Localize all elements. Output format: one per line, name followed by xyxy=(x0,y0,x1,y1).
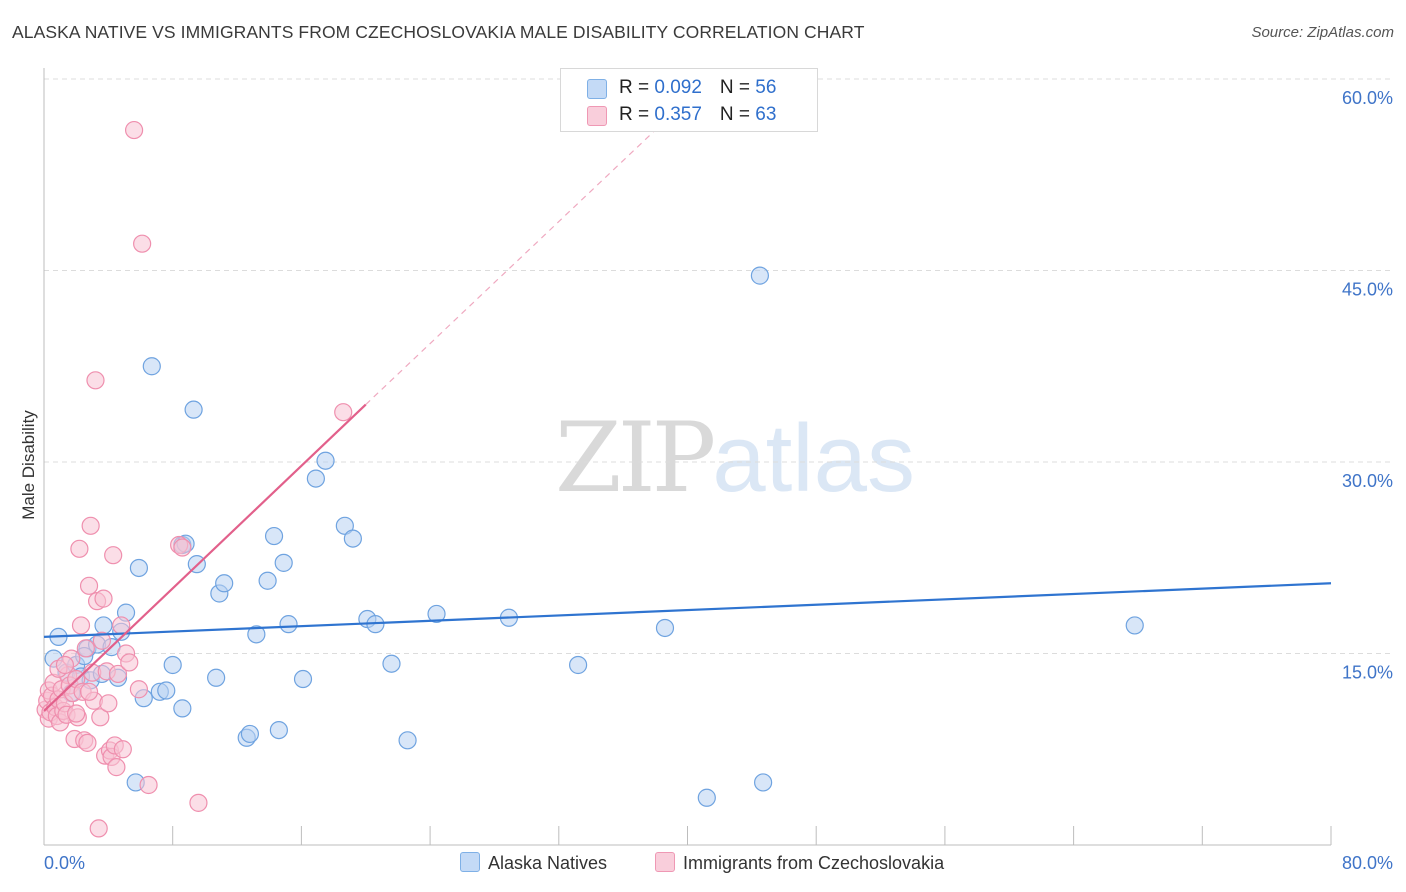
alaska-native-point xyxy=(293,669,313,689)
czechoslovakia-point xyxy=(139,775,158,795)
alaska-native-point xyxy=(343,529,362,548)
source-label: Source: ZipAtlas.com xyxy=(1251,24,1394,41)
alaska-native-point xyxy=(157,681,176,700)
legend-r-value: 0.357 xyxy=(654,104,702,125)
bottom-legend-label: Alaska Natives xyxy=(488,853,608,873)
alaska-native-point xyxy=(269,720,288,740)
y-tick-label: 60.0% xyxy=(1342,88,1393,108)
y-tick-label: 15.0% xyxy=(1342,663,1393,683)
czechoslovakia-point xyxy=(189,793,208,812)
alaska-native-point xyxy=(184,400,203,419)
alaska-native-point xyxy=(750,266,769,285)
czechoslovakia-point xyxy=(91,708,110,727)
czechoslovakia-point xyxy=(81,516,100,535)
czechoslovakia-point xyxy=(120,653,139,672)
bottom-legend-alaska-natives: Alaska Natives xyxy=(460,852,607,874)
alaska-native-point xyxy=(306,469,325,488)
bottom-legend-czechoslovakia: Immigrants from Czechoslovakia xyxy=(655,852,944,874)
axes-layer xyxy=(43,68,1332,846)
x-tick-label-min: 0.0% xyxy=(44,853,85,873)
czechoslovakia-point xyxy=(55,655,75,675)
alaska-native-point xyxy=(274,553,293,572)
czechoslovakia-point xyxy=(124,120,144,140)
legend-r-value: 0.092 xyxy=(654,77,702,98)
alaska-native-point xyxy=(382,654,401,673)
alaska-native-point xyxy=(129,558,149,578)
y-axis-label: Male Disability xyxy=(19,410,38,520)
alaska-native-point xyxy=(94,616,113,635)
czechoslovakia-series xyxy=(36,120,353,838)
czechoslovakia-point xyxy=(78,733,97,752)
alaska-native-point xyxy=(398,731,417,750)
y-tick-label: 30.0% xyxy=(1342,471,1393,491)
alaska-native-point xyxy=(163,655,182,675)
legend-n-value: 63 xyxy=(755,104,777,125)
series-layer xyxy=(36,120,1144,838)
y-tick-label: 45.0% xyxy=(1342,280,1393,300)
czechoslovakia-point xyxy=(70,539,89,558)
alaska-native-point xyxy=(569,655,588,675)
alaska-native-point xyxy=(247,625,266,644)
czechoslovakia-point xyxy=(104,546,123,565)
alaska-natives-series xyxy=(44,266,1144,807)
grid-layer xyxy=(44,78,1392,654)
x-tick-label-max: 80.0% xyxy=(1342,853,1393,873)
bottom-legend-label: Immigrants from Czechoslovakia xyxy=(683,853,945,873)
alaska-native-point xyxy=(754,773,773,792)
czechoslovakia-point xyxy=(108,664,128,684)
alaska-native-point xyxy=(173,699,192,718)
alaska-native-point xyxy=(240,724,260,744)
alaska-native-point xyxy=(427,604,446,624)
czechoslovakia-trendline xyxy=(43,403,367,712)
legend-n-value: 56 xyxy=(755,77,777,98)
correlation-legend: R = 0.092 N = 56 R = 0.357 N = 63 xyxy=(560,68,818,132)
czechoslovakia-point xyxy=(133,234,152,253)
czechoslovakia-point xyxy=(86,371,105,390)
czechoslovakia-point xyxy=(79,682,99,701)
bottom-legend-swatch-pink xyxy=(655,852,675,872)
alaska-native-point xyxy=(335,516,354,535)
czechoslovakia-point xyxy=(71,616,91,635)
legend-n-label: N = xyxy=(719,77,756,98)
tick-label-layer: 15.0% 30.0% 45.0% 60.0% 0.0% 80.0% xyxy=(44,88,1393,873)
trend-layer xyxy=(43,129,1332,712)
bottom-legend-swatch-blue xyxy=(460,852,480,872)
alaska-native-point xyxy=(697,788,716,807)
czechoslovakia-point xyxy=(92,631,112,650)
czechoslovakia-trendline-extension xyxy=(365,129,656,405)
czechoslovakia-point xyxy=(107,758,126,777)
alaska-native-point xyxy=(215,574,234,593)
y-axis-label-wrap: Male Disability xyxy=(14,300,44,630)
alaska-native-point xyxy=(258,571,277,590)
legend-swatch-pink xyxy=(587,106,607,126)
legend-swatch-blue xyxy=(587,79,607,99)
alaska-native-point xyxy=(264,526,284,546)
czechoslovakia-point xyxy=(94,589,113,608)
legend-r-label: R = xyxy=(619,77,655,98)
czechoslovakia-point xyxy=(129,680,149,699)
czechoslovakia-point xyxy=(99,694,118,713)
alaska-native-point xyxy=(655,618,675,638)
alaska-native-point xyxy=(1125,616,1144,635)
alaska-native-point xyxy=(316,451,335,470)
czechoslovakia-point xyxy=(67,704,86,723)
czechoslovakia-point xyxy=(79,576,99,595)
alaska-native-point xyxy=(279,615,298,634)
czechoslovakia-point xyxy=(76,639,95,658)
czechoslovakia-point xyxy=(89,819,108,838)
legend-n-label: N = xyxy=(719,104,756,125)
czechoslovakia-point xyxy=(173,538,192,557)
legend-r-label: R = xyxy=(619,104,655,125)
czechoslovakia-point xyxy=(113,740,132,759)
alaska-natives-trendline xyxy=(43,582,1332,639)
alaska-native-point xyxy=(142,357,161,376)
chart-title: ALASKA NATIVE VS IMMIGRANTS FROM CZECHOS… xyxy=(12,22,865,42)
alaska-native-point xyxy=(207,668,226,687)
czechoslovakia-point xyxy=(334,403,353,422)
